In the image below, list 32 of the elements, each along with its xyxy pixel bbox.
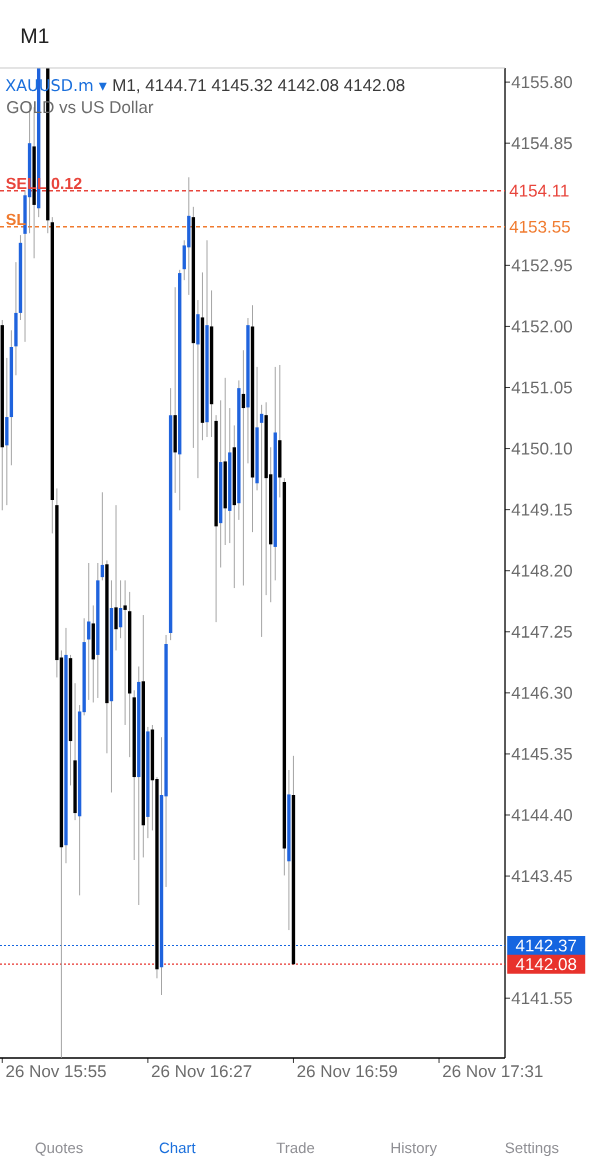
text: 4153.55 [509,220,570,233]
y-tick-label: 4145.35 [511,747,572,760]
y-tick-label: 4144.40 [511,808,572,822]
annotation: M1, 4144.71 4145.32 4142.08 4142.08 [113,79,405,94]
y-tick-label: 4152.95 [511,259,572,272]
y-tick-label: 4154.85 [511,137,572,150]
candlestick [114,504,118,651]
y-tick-label: 4147.25 [511,625,572,638]
text: Trade [276,1142,315,1154]
text: Settings [505,1142,559,1157]
candlestick [123,579,127,726]
y-tick-label: 4141.55 [511,992,572,1005]
text: M1 [21,28,49,43]
text: Chart [159,1142,196,1154]
y-tick-label: 4152.00 [511,320,572,333]
candlestick [259,404,264,638]
text: Quotes [35,1142,83,1156]
y-tick-label: 4150.10 [511,442,572,455]
y-tick-label: 4149.15 [511,503,572,516]
text: History [391,1142,437,1157]
text: 26 Nov 16:27 [151,1065,252,1078]
text: 4142.08 [515,958,577,971]
y-tick-label: 4146.30 [511,686,572,699]
text: 4154.11 [509,184,569,197]
y-tick-label: 4148.20 [511,564,572,577]
text: 26 Nov 15:55 [6,1065,106,1078]
text: 4142.37 [515,939,577,952]
text: 26 Nov 17:31 [443,1065,543,1078]
y-tick-label: 4151.05 [511,381,572,394]
text: 26 Nov 16:59 [297,1065,397,1078]
y-tick-label: 4155.80 [511,76,572,89]
y-tick-label: 4143.45 [511,870,572,883]
